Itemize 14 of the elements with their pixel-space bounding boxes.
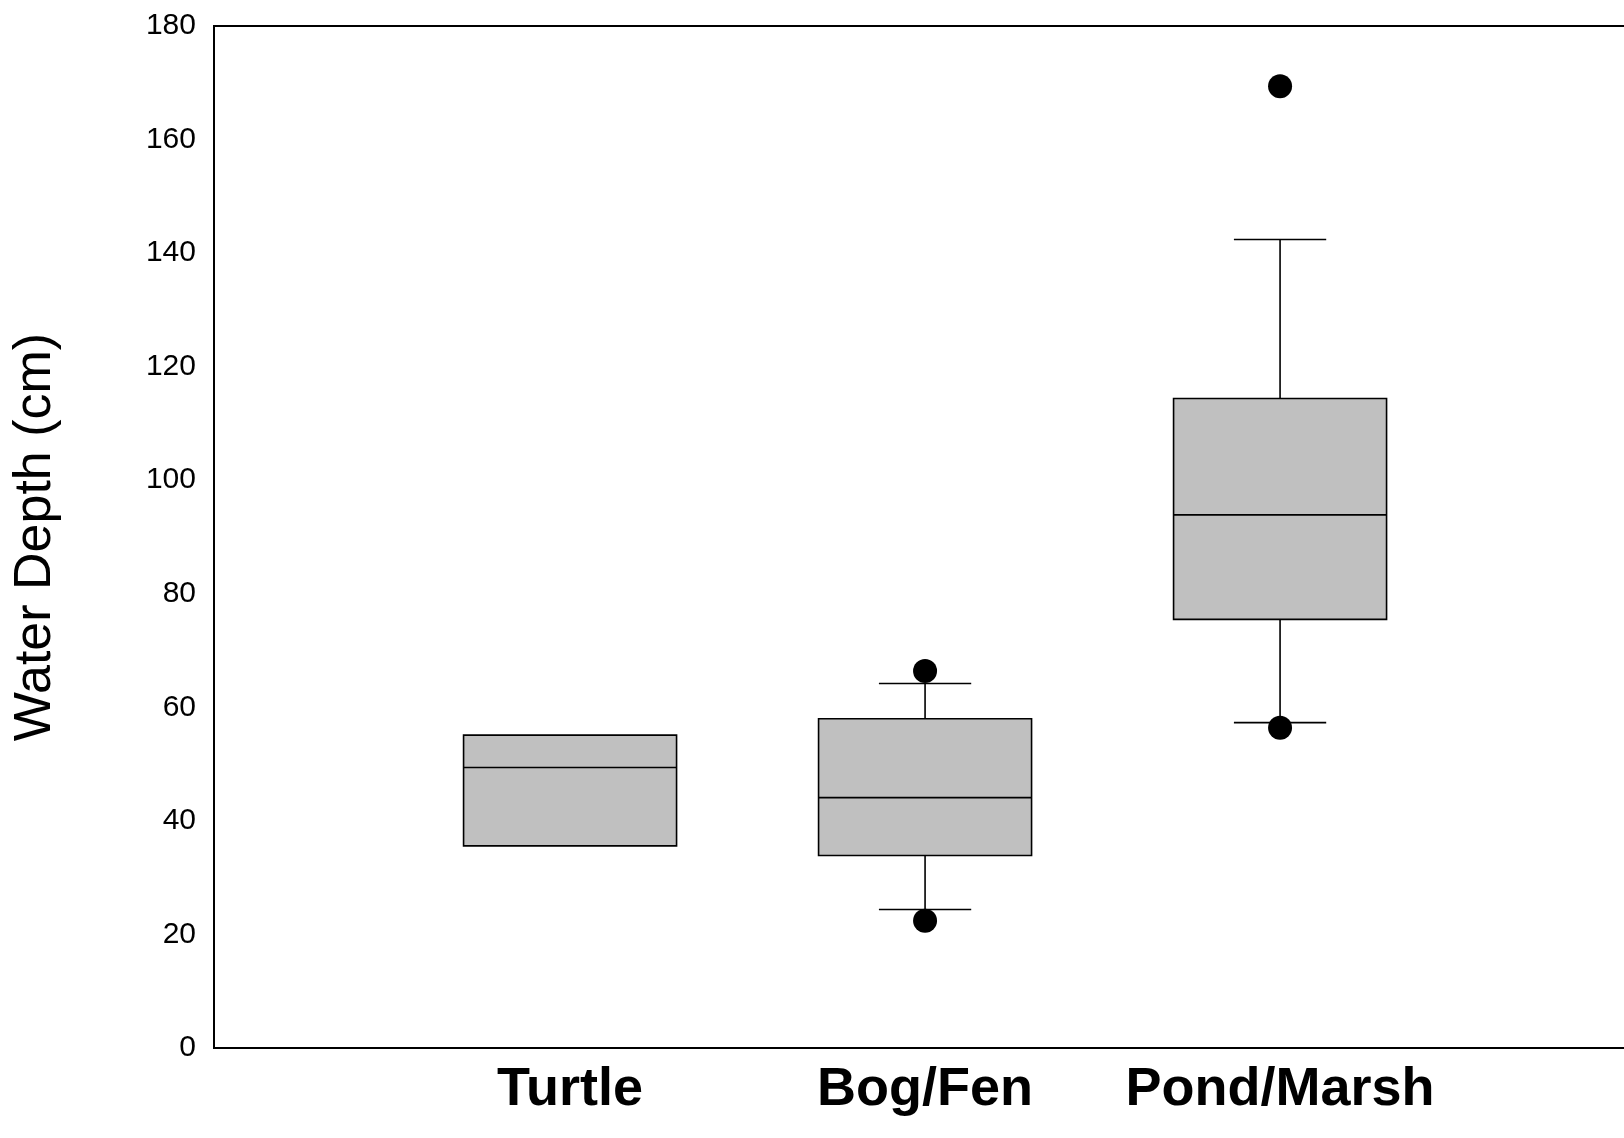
y-tick-label: 40: [162, 802, 196, 836]
y-tick-label: 160: [145, 120, 196, 154]
x-tick-label: Pond/Marsh: [1125, 1056, 1435, 1117]
y-tick-label: 80: [162, 575, 196, 609]
x-tick-label: Bog/Fen: [817, 1056, 1034, 1117]
y-tick-label: 20: [162, 915, 196, 949]
y-tick-label: 0: [179, 1029, 196, 1063]
y-tick-label: 100: [145, 461, 196, 495]
y-tick-label: 60: [162, 688, 196, 722]
x-tick-label: Turtle: [497, 1056, 644, 1117]
y-tick-label: 120: [145, 347, 196, 381]
y-tick-label: 140: [145, 234, 196, 268]
y-axis-title: Water Depth (cm): [2, 332, 61, 742]
y-tick-label: 180: [145, 7, 196, 41]
